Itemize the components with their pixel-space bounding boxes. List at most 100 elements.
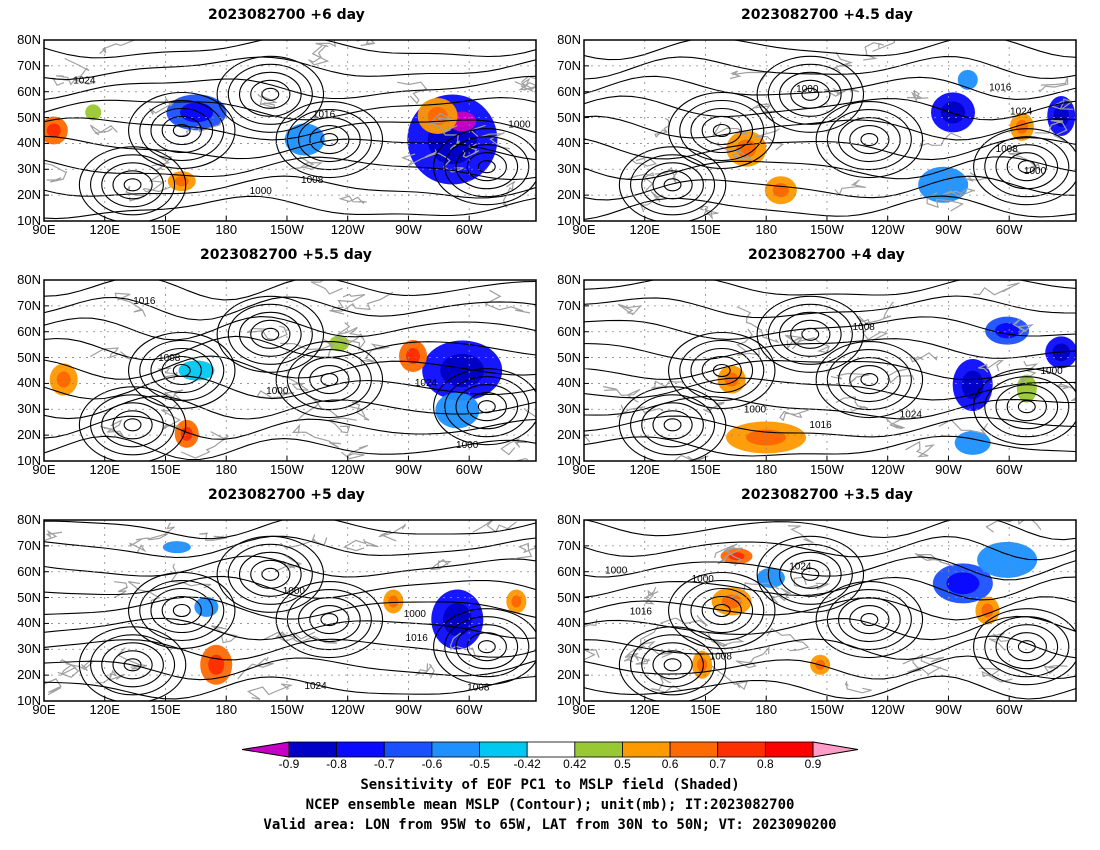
lat-label: 60N (17, 563, 41, 579)
lon-label: 90E (32, 222, 56, 237)
lon-label: 150E (150, 462, 181, 477)
lon-label: 60W (455, 462, 483, 477)
colorbar-label: 0.8 (757, 757, 774, 771)
lat-label: 40N (557, 135, 581, 151)
lat-label: 60N (17, 323, 41, 339)
lon-label: 180 (215, 462, 238, 477)
lat-label: 70N (557, 297, 581, 313)
contour-label: 1000 (1040, 366, 1063, 377)
lat-label: 80N (557, 512, 581, 527)
caption-line-3: Valid area: LON from 95W to 65W, LAT fro… (263, 817, 837, 833)
panel-title: 2023082700 +4.5 day (741, 7, 913, 23)
map-panel: 1000 1008 1016 1024 1000 (583, 519, 1077, 702)
contour-label: 1016 (989, 83, 1012, 94)
lat-label: 30N (17, 161, 41, 177)
contour-label: 1008 (467, 682, 490, 693)
contour-label: 1000 (283, 586, 306, 597)
lon-label: 90W (935, 702, 962, 717)
lon-label: 90W (935, 222, 962, 237)
panel-title: 2023082700 +4 day (748, 247, 905, 263)
lon-label: 60W (995, 462, 1023, 477)
lon-label: 90W (395, 222, 422, 237)
lat-label: 50N (17, 109, 41, 125)
lon-label: 90W (395, 702, 422, 717)
lat-label: 50N (557, 589, 581, 605)
lat-label: 30N (557, 641, 581, 657)
lon-label: 150E (150, 222, 181, 237)
lat-label: 40N (557, 615, 581, 631)
contour-label: 1008 (301, 175, 324, 186)
lat-label: 20N (557, 187, 581, 203)
lat-label: 60N (557, 83, 581, 99)
lat-label: 80N (557, 32, 581, 47)
lon-label: 150E (690, 462, 721, 477)
contour-label: 1000 (508, 119, 531, 130)
lat-label: 50N (17, 349, 41, 365)
contour-label: 1000 (250, 186, 273, 197)
lat-label: 20N (17, 187, 41, 203)
caption-line-2: NCEP ensemble mean MSLP (Contour); unit(… (305, 797, 795, 813)
lat-label: 70N (17, 57, 41, 73)
lon-label: 150W (809, 222, 844, 237)
lat-label: 50N (557, 109, 581, 125)
contour-label: 1024 (900, 410, 923, 421)
map-panel: 1000 1008 1016 1024 1000 (43, 39, 537, 222)
lon-label: 90E (572, 462, 596, 477)
lon-label: 150W (269, 462, 304, 477)
lat-label: 60N (17, 83, 41, 99)
lon-label: 90W (395, 462, 422, 477)
contour-label: 1008 (996, 144, 1019, 155)
lon-label: 60W (455, 702, 483, 717)
contour-label: 1024 (1010, 107, 1033, 118)
lon-label: 150E (150, 702, 181, 717)
contour-label: 1000 (796, 84, 819, 95)
lon-label: 120E (629, 222, 660, 237)
lon-label: 120E (89, 462, 120, 477)
contour-label: 1000 (692, 574, 715, 585)
lat-label: 10N (557, 453, 581, 468)
panel-title: 2023082700 +3.5 day (741, 487, 913, 503)
lon-label: 90W (935, 462, 962, 477)
lat-label: 10N (17, 213, 41, 228)
lat-label: 10N (557, 213, 581, 228)
panel-title: 2023082700 +5 day (208, 487, 365, 503)
lon-label: 90E (572, 222, 596, 237)
lon-label: 120E (89, 222, 120, 237)
lat-label: 70N (557, 57, 581, 73)
colorbar-label: -0.8 (326, 757, 347, 771)
lat-label: 20N (17, 667, 41, 683)
lat-label: 40N (557, 375, 581, 391)
lon-label: 180 (215, 702, 238, 717)
panel-title: 2023082700 +5.5 day (200, 247, 372, 263)
colorbar-label: -0.7 (373, 757, 395, 771)
lat-label: 20N (17, 427, 41, 443)
lon-label: 120W (870, 462, 905, 477)
lon-label: 120E (629, 702, 660, 717)
contour-label: 1016 (630, 606, 653, 617)
lat-label: 80N (17, 512, 41, 527)
lat-label: 70N (17, 537, 41, 553)
lon-label: 90E (32, 702, 56, 717)
contour-label: 1024 (789, 561, 812, 572)
colorbar-label: -0.9 (278, 757, 300, 771)
lat-label: 40N (17, 375, 41, 391)
lon-label: 150W (269, 702, 304, 717)
colorbar-label: 0.5 (614, 757, 631, 771)
lat-label: 40N (17, 615, 41, 631)
lat-label: 80N (17, 32, 41, 47)
contour-label: 1024 (415, 378, 438, 389)
lat-label: 80N (557, 272, 581, 287)
map-panel: 1000 1008 1016 1024 1000 (43, 519, 537, 702)
lon-label: 150E (690, 702, 721, 717)
lon-label: 90E (32, 462, 56, 477)
contour-label: 1008 (158, 353, 181, 364)
contour-label: 1016 (406, 633, 429, 644)
lon-label: 150W (269, 222, 304, 237)
lat-label: 10N (17, 453, 41, 468)
contour-label: 1016 (313, 109, 336, 120)
caption-line-1: Sensitivity of EOF PC1 to MSLP field (Sh… (360, 777, 740, 793)
contour-label: 1024 (304, 681, 327, 692)
lon-label: 150E (690, 222, 721, 237)
lon-label: 60W (995, 222, 1023, 237)
